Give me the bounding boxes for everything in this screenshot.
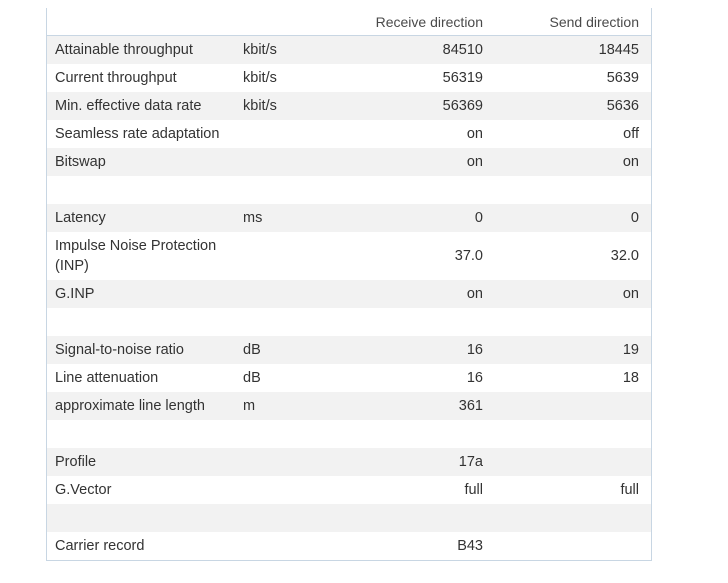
row-label: Impulse Noise Protection (INP) (55, 238, 217, 274)
row-label: G.INP (55, 286, 95, 302)
row-send-value: 18 (622, 370, 639, 386)
row-label: Attainable throughput (55, 42, 193, 58)
row-unit: dB (243, 370, 261, 386)
row-receive-value: on (466, 126, 483, 142)
row-receive-value: 56319 (442, 70, 483, 86)
table-row: Line attenuation dB 16 18 (47, 364, 651, 392)
table-header: Receive direction Send direction (47, 8, 651, 36)
row-send-value: 5636 (606, 98, 639, 114)
table-row: Impulse Noise Protection (INP) 37.0 32.0 (47, 232, 651, 280)
table-row: Carrier record B43 (47, 532, 651, 560)
row-send-value: 5639 (606, 70, 639, 86)
row-label: Latency (55, 210, 106, 226)
row-receive-value: B43 (457, 538, 483, 554)
row-send-value: 32.0 (610, 248, 639, 264)
row-label: Profile (55, 454, 97, 470)
table-row: Profile 17a (47, 448, 651, 476)
table-row: Bitswap on on (47, 148, 651, 176)
dsl-line-stats-table: Receive direction Send direction Attaina… (46, 8, 652, 561)
row-label: Min. effective data rate (55, 98, 202, 114)
table-row: Signal-to-noise ratio dB 16 19 (47, 336, 651, 364)
row-send-value: on (622, 154, 639, 170)
row-receive-value: 56369 (442, 98, 483, 114)
row-label: Current throughput (55, 70, 177, 86)
row-send-value: 19 (622, 342, 639, 358)
row-receive-value: 0 (474, 210, 483, 226)
row-receive-value: 37.0 (454, 248, 483, 264)
table-row (47, 176, 651, 204)
header-send-direction: Send direction (549, 13, 639, 30)
table-row: Latency ms 0 0 (47, 204, 651, 232)
row-unit: kbit/s (243, 70, 277, 86)
table-body: Attainable throughput kbit/s 84510 18445 Cur… (47, 36, 651, 560)
row-receive-value: on (466, 154, 483, 170)
row-send-value: full (620, 482, 639, 498)
table-row (47, 504, 651, 532)
row-unit: kbit/s (243, 98, 277, 114)
row-send-value: 18445 (598, 42, 639, 58)
table-row: Min. effective data rate kbit/s 56369 5636 (47, 92, 651, 120)
row-receive-value: 361 (458, 398, 483, 414)
row-label: approximate line length (55, 398, 205, 414)
row-label: Signal-to-noise ratio (55, 342, 184, 358)
row-receive-value: full (464, 482, 483, 498)
table-row: G.INP on on (47, 280, 651, 308)
table-row: Current throughput kbit/s 56319 5639 (47, 64, 651, 92)
row-unit: dB (243, 342, 261, 358)
row-receive-value: 16 (466, 342, 483, 358)
row-receive-value: 17a (458, 454, 483, 470)
row-send-value: 0 (630, 210, 639, 226)
row-send-value: off (623, 126, 639, 142)
table-row: Attainable throughput kbit/s 84510 18445 (47, 36, 651, 64)
table-row: approximate line length m 361 (47, 392, 651, 420)
row-label: Seamless rate adaptation (55, 126, 220, 142)
table-row (47, 420, 651, 448)
row-receive-value: on (466, 286, 483, 302)
row-label: G.Vector (55, 482, 112, 498)
row-receive-value: 16 (466, 370, 483, 386)
row-label: Line attenuation (55, 370, 159, 386)
row-unit: ms (243, 210, 263, 226)
header-receive-direction: Receive direction (375, 13, 483, 30)
row-send-value: on (622, 286, 639, 302)
row-unit: m (243, 398, 256, 414)
table-row (47, 308, 651, 336)
row-label: Carrier record (55, 538, 145, 554)
row-receive-value: 84510 (442, 42, 483, 58)
table-row: G.Vector full full (47, 476, 651, 504)
row-label: Bitswap (55, 154, 106, 170)
table-row: Seamless rate adaptation on off (47, 120, 651, 148)
row-unit: kbit/s (243, 42, 277, 58)
